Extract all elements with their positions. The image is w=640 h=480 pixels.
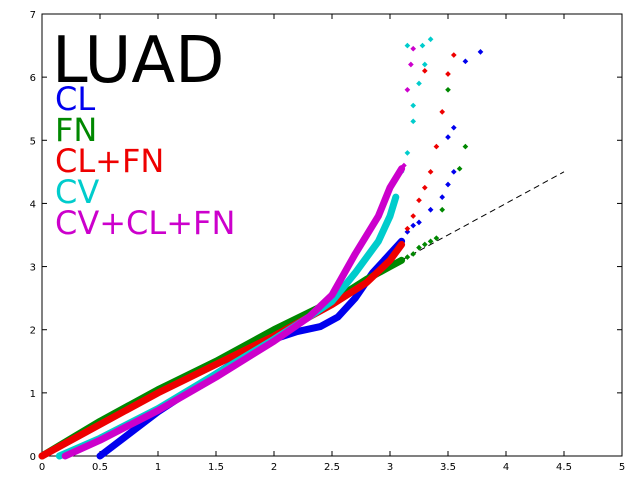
- x-tick-label: 4.5: [556, 462, 572, 473]
- y-tick-label: 1: [30, 389, 36, 400]
- data-point-cl: [404, 229, 411, 235]
- data-point-fn: [462, 143, 469, 150]
- data-point-cl-fn: [427, 169, 434, 175]
- y-tick-label: 0: [30, 452, 36, 463]
- reference-line: [41, 171, 565, 457]
- data-point-fn: [433, 235, 440, 241]
- y-tick-label: 3: [30, 263, 36, 274]
- data-point-cl: [439, 194, 446, 200]
- data-point-cl: [450, 169, 457, 175]
- legend-entry-cv: CV: [55, 173, 99, 211]
- data-point-fn: [416, 244, 422, 251]
- y-tick-label: 6: [30, 73, 36, 84]
- data-point-fn: [445, 86, 451, 93]
- data-point-cl: [445, 181, 451, 188]
- data-point-cl-fn: [410, 213, 417, 219]
- data-point-cv: [427, 36, 434, 43]
- x-tick-label: 1.5: [208, 462, 224, 473]
- x-tick-label: 3: [387, 462, 393, 473]
- data-point-cv: [416, 80, 422, 87]
- data-point-cl-fn: [421, 184, 428, 191]
- data-point-cv-cl-fn: [404, 86, 411, 93]
- x-tick-label: 1: [155, 462, 161, 473]
- data-point-fn: [439, 206, 446, 213]
- series-curve-cl-fn: [38, 241, 406, 460]
- data-point-cl-fn: [421, 68, 428, 74]
- data-point-fn: [456, 165, 463, 172]
- x-tick-label: 4: [503, 462, 509, 473]
- chart-title: LUAD: [52, 24, 224, 98]
- data-point-cl-fn: [445, 71, 451, 77]
- y-tick-label: 4: [30, 199, 36, 210]
- data-point-cl: [427, 206, 434, 213]
- data-point-cl-fn: [439, 109, 446, 115]
- series-cv-cl-fn: [61, 45, 417, 460]
- data-point-cl: [462, 58, 469, 65]
- series-layer: [38, 36, 484, 460]
- series-cl-fn: [38, 52, 457, 460]
- reference-line-layer: [41, 171, 565, 457]
- data-point-cl: [410, 222, 417, 229]
- x-tick-label: 3.5: [440, 462, 456, 473]
- y-axis-ticks: 0 1 2 3 4 5 6 7: [30, 10, 622, 463]
- x-tick-label: 2.5: [324, 462, 340, 473]
- legend-entry-cv-cl-fn: CV+CL+FN: [55, 204, 235, 242]
- data-point-cl-fn: [416, 197, 422, 204]
- data-point-cv: [410, 118, 417, 125]
- legend-entry-fn: FN: [55, 111, 97, 149]
- data-point-cl-fn: [433, 143, 440, 150]
- data-point-cv-cl-fn: [401, 162, 407, 169]
- data-point-cv: [404, 150, 411, 156]
- legend-entry-cl-fn: CL+FN: [55, 142, 164, 180]
- x-tick-label: 0: [39, 462, 45, 473]
- data-point-cl-fn: [404, 225, 411, 232]
- data-point-cv: [419, 42, 426, 49]
- data-point-fn: [427, 238, 434, 245]
- y-tick-label: 7: [30, 10, 36, 21]
- data-point-cv-cl-fn: [408, 61, 414, 68]
- series-cv: [55, 36, 434, 460]
- data-point-fn: [410, 251, 417, 257]
- data-point-cl: [450, 124, 457, 131]
- data-point-cv: [410, 102, 417, 109]
- y-tick-label: 2: [30, 326, 36, 337]
- data-point-cl-fn: [450, 52, 457, 58]
- y-tick-label: 5: [30, 136, 36, 147]
- data-point-cv-cl-fn: [410, 45, 417, 52]
- data-point-cl: [416, 219, 422, 226]
- data-point-fn: [421, 241, 428, 248]
- data-point-cv: [421, 61, 428, 68]
- x-tick-label: 2: [271, 462, 277, 473]
- x-tick-label: 5: [619, 462, 625, 473]
- data-point-cl: [477, 49, 484, 55]
- x-tick-label: 0.5: [92, 462, 108, 473]
- x-axis-ticks: 0 0.5 1 1.5 2 2.5 3 3.5 4 4.5 5: [39, 14, 625, 473]
- data-point-cv: [404, 42, 411, 49]
- legend-entry-cl: CL: [55, 80, 95, 118]
- series-curve-cv-cl-fn: [61, 165, 406, 460]
- data-point-fn: [404, 254, 411, 260]
- data-point-cl: [445, 134, 451, 140]
